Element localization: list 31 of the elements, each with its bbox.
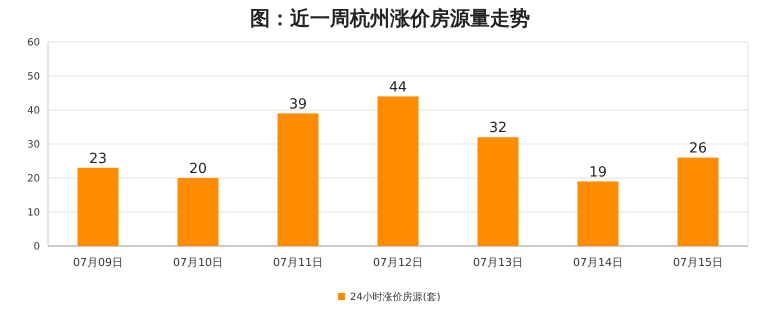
data-label: 32 — [489, 120, 507, 136]
x-tick-label: 07月14日 — [573, 256, 623, 269]
x-tick-label: 07月10日 — [173, 256, 223, 269]
bar — [378, 96, 418, 246]
bar — [578, 181, 618, 246]
y-tick-label: 50 — [27, 72, 40, 82]
legend: 24小时涨价房源(套) — [338, 292, 441, 303]
data-label: 19 — [589, 164, 607, 180]
bar — [78, 168, 118, 246]
bar — [178, 178, 218, 246]
bar — [678, 158, 718, 246]
legend-label: 24小时涨价房源(套) — [350, 291, 441, 303]
x-tick-label: 07月15日 — [673, 256, 723, 269]
y-tick-label: 20 — [27, 174, 40, 184]
y-tick-label: 60 — [27, 38, 40, 48]
y-tick-label: 40 — [27, 106, 40, 116]
data-label: 23 — [89, 150, 107, 167]
x-tick-label: 07月09日 — [73, 256, 123, 269]
bar — [478, 137, 518, 246]
data-label: 39 — [289, 96, 307, 112]
data-label: 26 — [689, 140, 707, 157]
x-tick-label: 07月11日 — [273, 256, 323, 269]
y-tick-label: 10 — [27, 208, 40, 218]
bar — [278, 113, 318, 246]
y-tick-label: 0 — [34, 242, 40, 252]
y-tick-label: 30 — [27, 140, 40, 150]
chart-title: 图：近一周杭州涨价房源量走势 — [250, 6, 530, 30]
x-tick-label: 07月13日 — [473, 256, 523, 269]
x-tick-label: 07月12日 — [373, 256, 423, 269]
data-label: 44 — [389, 79, 407, 96]
data-label: 20 — [189, 161, 207, 177]
